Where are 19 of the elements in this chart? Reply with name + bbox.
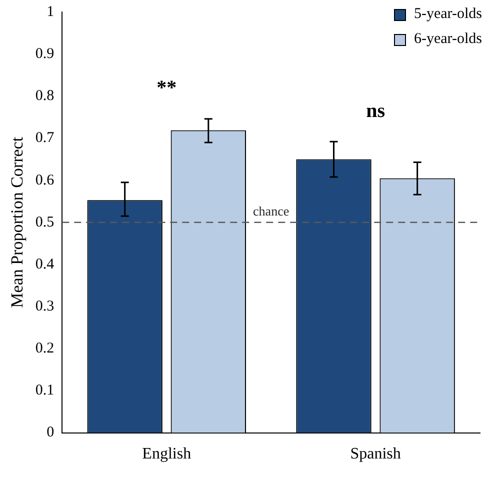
annotation: ns	[366, 100, 386, 122]
y-tick-label: 0.1	[35, 382, 54, 399]
y-tick-label: 0.2	[35, 340, 54, 357]
legend-label: 6-year-olds	[414, 31, 482, 48]
legend-label: 5-year-olds	[414, 6, 482, 23]
y-tick-label: 1	[46, 4, 54, 20]
ref-line-label: chance	[253, 203, 290, 218]
y-axis-title: Mean Proportion Correct	[8, 136, 27, 308]
y-tick-label: 0.8	[35, 88, 54, 104]
y-tick-label: 0	[46, 424, 54, 441]
y-tick-label: 0.5	[35, 214, 54, 230]
y-tick-label: 0.9	[35, 46, 54, 62]
y-tick-label: 0.6	[35, 172, 55, 188]
annotation: **	[156, 77, 177, 100]
x-tick-label: English	[142, 446, 192, 463]
y-tick-label: 0.4	[35, 256, 55, 272]
y-tick-label: 0.7	[35, 130, 55, 146]
x-tick-label: Spanish	[350, 446, 401, 463]
y-tick-label: 0.3	[35, 298, 54, 314]
